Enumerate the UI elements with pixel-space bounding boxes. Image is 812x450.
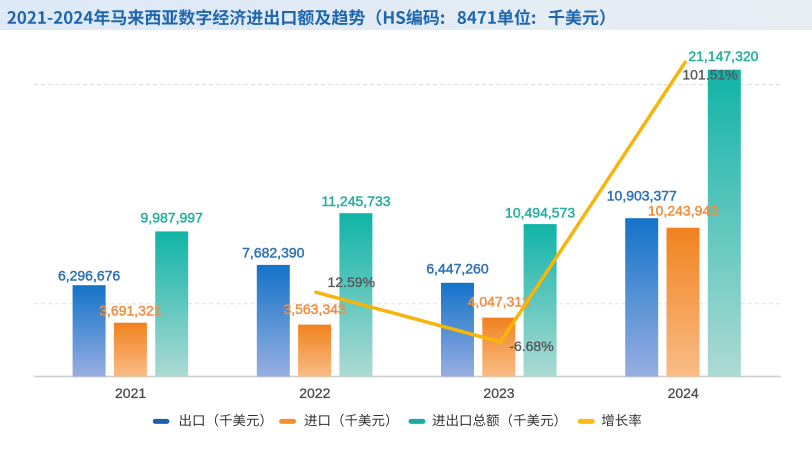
svg-text:7,682,390: 7,682,390 <box>242 245 304 261</box>
svg-text:4,047,313: 4,047,313 <box>468 293 530 309</box>
svg-text:6,296,676: 6,296,676 <box>58 268 120 284</box>
svg-text:12.59%: 12.59% <box>328 274 375 290</box>
svg-text:3,563,343: 3,563,343 <box>283 301 345 317</box>
svg-text:101.51%: 101.51% <box>682 67 737 83</box>
svg-text:6,447,260: 6,447,260 <box>426 261 488 277</box>
svg-text:2024: 2024 <box>668 385 699 401</box>
svg-text:2021: 2021 <box>115 385 146 401</box>
svg-text:-6.68%: -6.68% <box>509 338 553 354</box>
svg-text:11,245,733: 11,245,733 <box>321 193 390 209</box>
svg-text:3,691,321: 3,691,321 <box>99 303 161 319</box>
svg-text:2023: 2023 <box>483 385 514 401</box>
svg-text:10,243,943: 10,243,943 <box>648 203 718 219</box>
svg-text:9,987,997: 9,987,997 <box>141 210 203 226</box>
svg-text:21,147,320: 21,147,320 <box>688 48 758 64</box>
svg-text:2022: 2022 <box>299 385 330 401</box>
svg-text:10,903,377: 10,903,377 <box>607 188 677 204</box>
svg-text:10,494,573: 10,494,573 <box>505 204 575 220</box>
